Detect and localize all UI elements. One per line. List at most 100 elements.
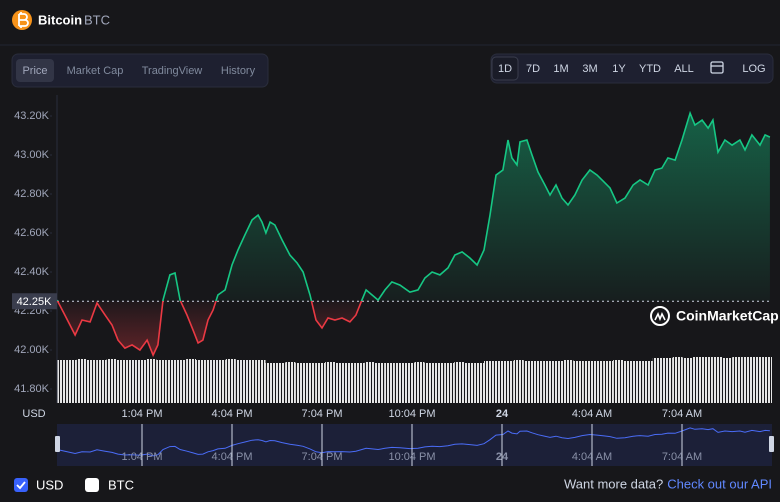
volume-bar (593, 361, 604, 403)
navigator-tick-label: 10:04 PM (388, 451, 435, 463)
area-fill (57, 113, 770, 356)
volume-bar (245, 360, 256, 403)
range-active (491, 56, 519, 81)
volume-bar (573, 361, 584, 403)
navigator-tick-label: 4:04 AM (572, 451, 612, 463)
checkbox[interactable] (14, 478, 28, 492)
footer-text: Want more data? (564, 476, 663, 491)
volume-bar (434, 363, 445, 403)
coin-name: Bitcoin (38, 12, 82, 27)
volume-bar (106, 359, 117, 403)
volume-bar (404, 363, 415, 403)
volume-bar (454, 362, 465, 403)
volume-bar (156, 360, 167, 403)
volume-bar (533, 361, 544, 403)
range-group (490, 53, 774, 84)
x-tick-label: 4:04 PM (212, 408, 253, 420)
volume-bar (57, 360, 67, 403)
checkmark (16, 481, 26, 490)
tab[interactable]: History (221, 65, 256, 77)
volume-bar (205, 360, 216, 403)
volume-bar (464, 363, 475, 403)
volume-bar (543, 361, 554, 403)
volume-bar (215, 360, 226, 403)
volume-bar (732, 357, 743, 403)
volume-bar (613, 360, 624, 403)
range-button[interactable]: 3M (582, 63, 597, 75)
range-button[interactable]: 1Y (612, 63, 626, 75)
navigator-tick-label: 7:04 PM (302, 451, 343, 463)
volume-bar (692, 357, 703, 403)
range-button[interactable]: 7D (526, 63, 540, 75)
tab-active (16, 59, 54, 82)
volume-bar (523, 361, 534, 403)
volume-bar (662, 358, 673, 403)
api-link[interactable]: Check out our API (667, 476, 772, 491)
y-tick-label: 43.20K (14, 110, 50, 122)
y-tick-label: 43.00K (14, 149, 50, 161)
y-tick-label: 42.80K (14, 188, 50, 200)
volume-bar (126, 360, 137, 403)
volume-bar (484, 361, 494, 403)
volume-bar (354, 363, 365, 403)
volume-bar (166, 360, 177, 403)
volume-bar (493, 361, 504, 403)
y-tick-label: 42.40K (14, 266, 50, 278)
volume-bar (325, 362, 336, 403)
volume-bar (563, 360, 574, 403)
navigator-tick-label: 4:04 PM (212, 451, 253, 463)
tab[interactable]: Market Cap (67, 65, 124, 77)
range-button[interactable]: 1M (553, 63, 568, 75)
x-tick-label: 7:04 PM (302, 408, 343, 420)
navigator-handle[interactable] (55, 436, 60, 452)
watermark-logo-mark (654, 312, 666, 322)
volume-bar (235, 360, 246, 403)
calendar-icon[interactable] (710, 61, 724, 74)
volume-bar (305, 363, 316, 403)
volume-bar (136, 360, 147, 403)
volume-bar (186, 359, 197, 403)
watermark: CoinMarketCap (676, 308, 779, 324)
volume-bar (632, 361, 643, 403)
checkbox[interactable] (85, 478, 99, 492)
volume-bar (374, 363, 385, 403)
navigator-tick-label: 7:04 AM (662, 451, 702, 463)
volume-bar (96, 360, 107, 403)
range-button[interactable]: 1D (498, 63, 512, 75)
volume-bar (364, 362, 375, 403)
watermark-logo (650, 306, 670, 326)
navigator-handle[interactable] (769, 436, 774, 452)
volume-bar (513, 360, 524, 403)
coin-symbol: BTC (84, 12, 110, 27)
log-button[interactable]: LOG (742, 63, 765, 75)
range-button[interactable]: YTD (639, 63, 661, 75)
volume-bar (86, 360, 97, 403)
volume-bar (762, 357, 772, 403)
volume-bar (335, 363, 345, 403)
volume-bar (583, 361, 594, 403)
y-tick-label: 42.60K (14, 227, 50, 239)
x-tick-label: 1:04 PM (122, 408, 163, 420)
volume-bar (742, 357, 753, 403)
volume-bar (682, 358, 693, 403)
volume-bar (295, 363, 306, 403)
navigator-tick-label: 1:04 PM (122, 451, 163, 463)
x-tick-label: 7:04 AM (662, 408, 702, 420)
volume-bar (394, 363, 405, 403)
currency-label: BTC (108, 477, 134, 492)
volume-bar (116, 360, 127, 403)
x-tick-label: 4:04 AM (572, 408, 612, 420)
tab[interactable]: Price (22, 65, 47, 77)
y-tick-label: 41.80K (14, 383, 50, 395)
volume-bar (712, 357, 723, 403)
volume-bar (315, 363, 326, 403)
volume-bar (344, 363, 355, 403)
range-button[interactable]: ALL (674, 63, 694, 75)
tab[interactable]: TradingView (142, 65, 203, 77)
volume-bar (752, 357, 763, 403)
volume-bar (603, 361, 614, 403)
volume-bar (642, 361, 653, 403)
y-tick-label: 42.00K (14, 344, 50, 356)
volume-bar (474, 363, 485, 403)
